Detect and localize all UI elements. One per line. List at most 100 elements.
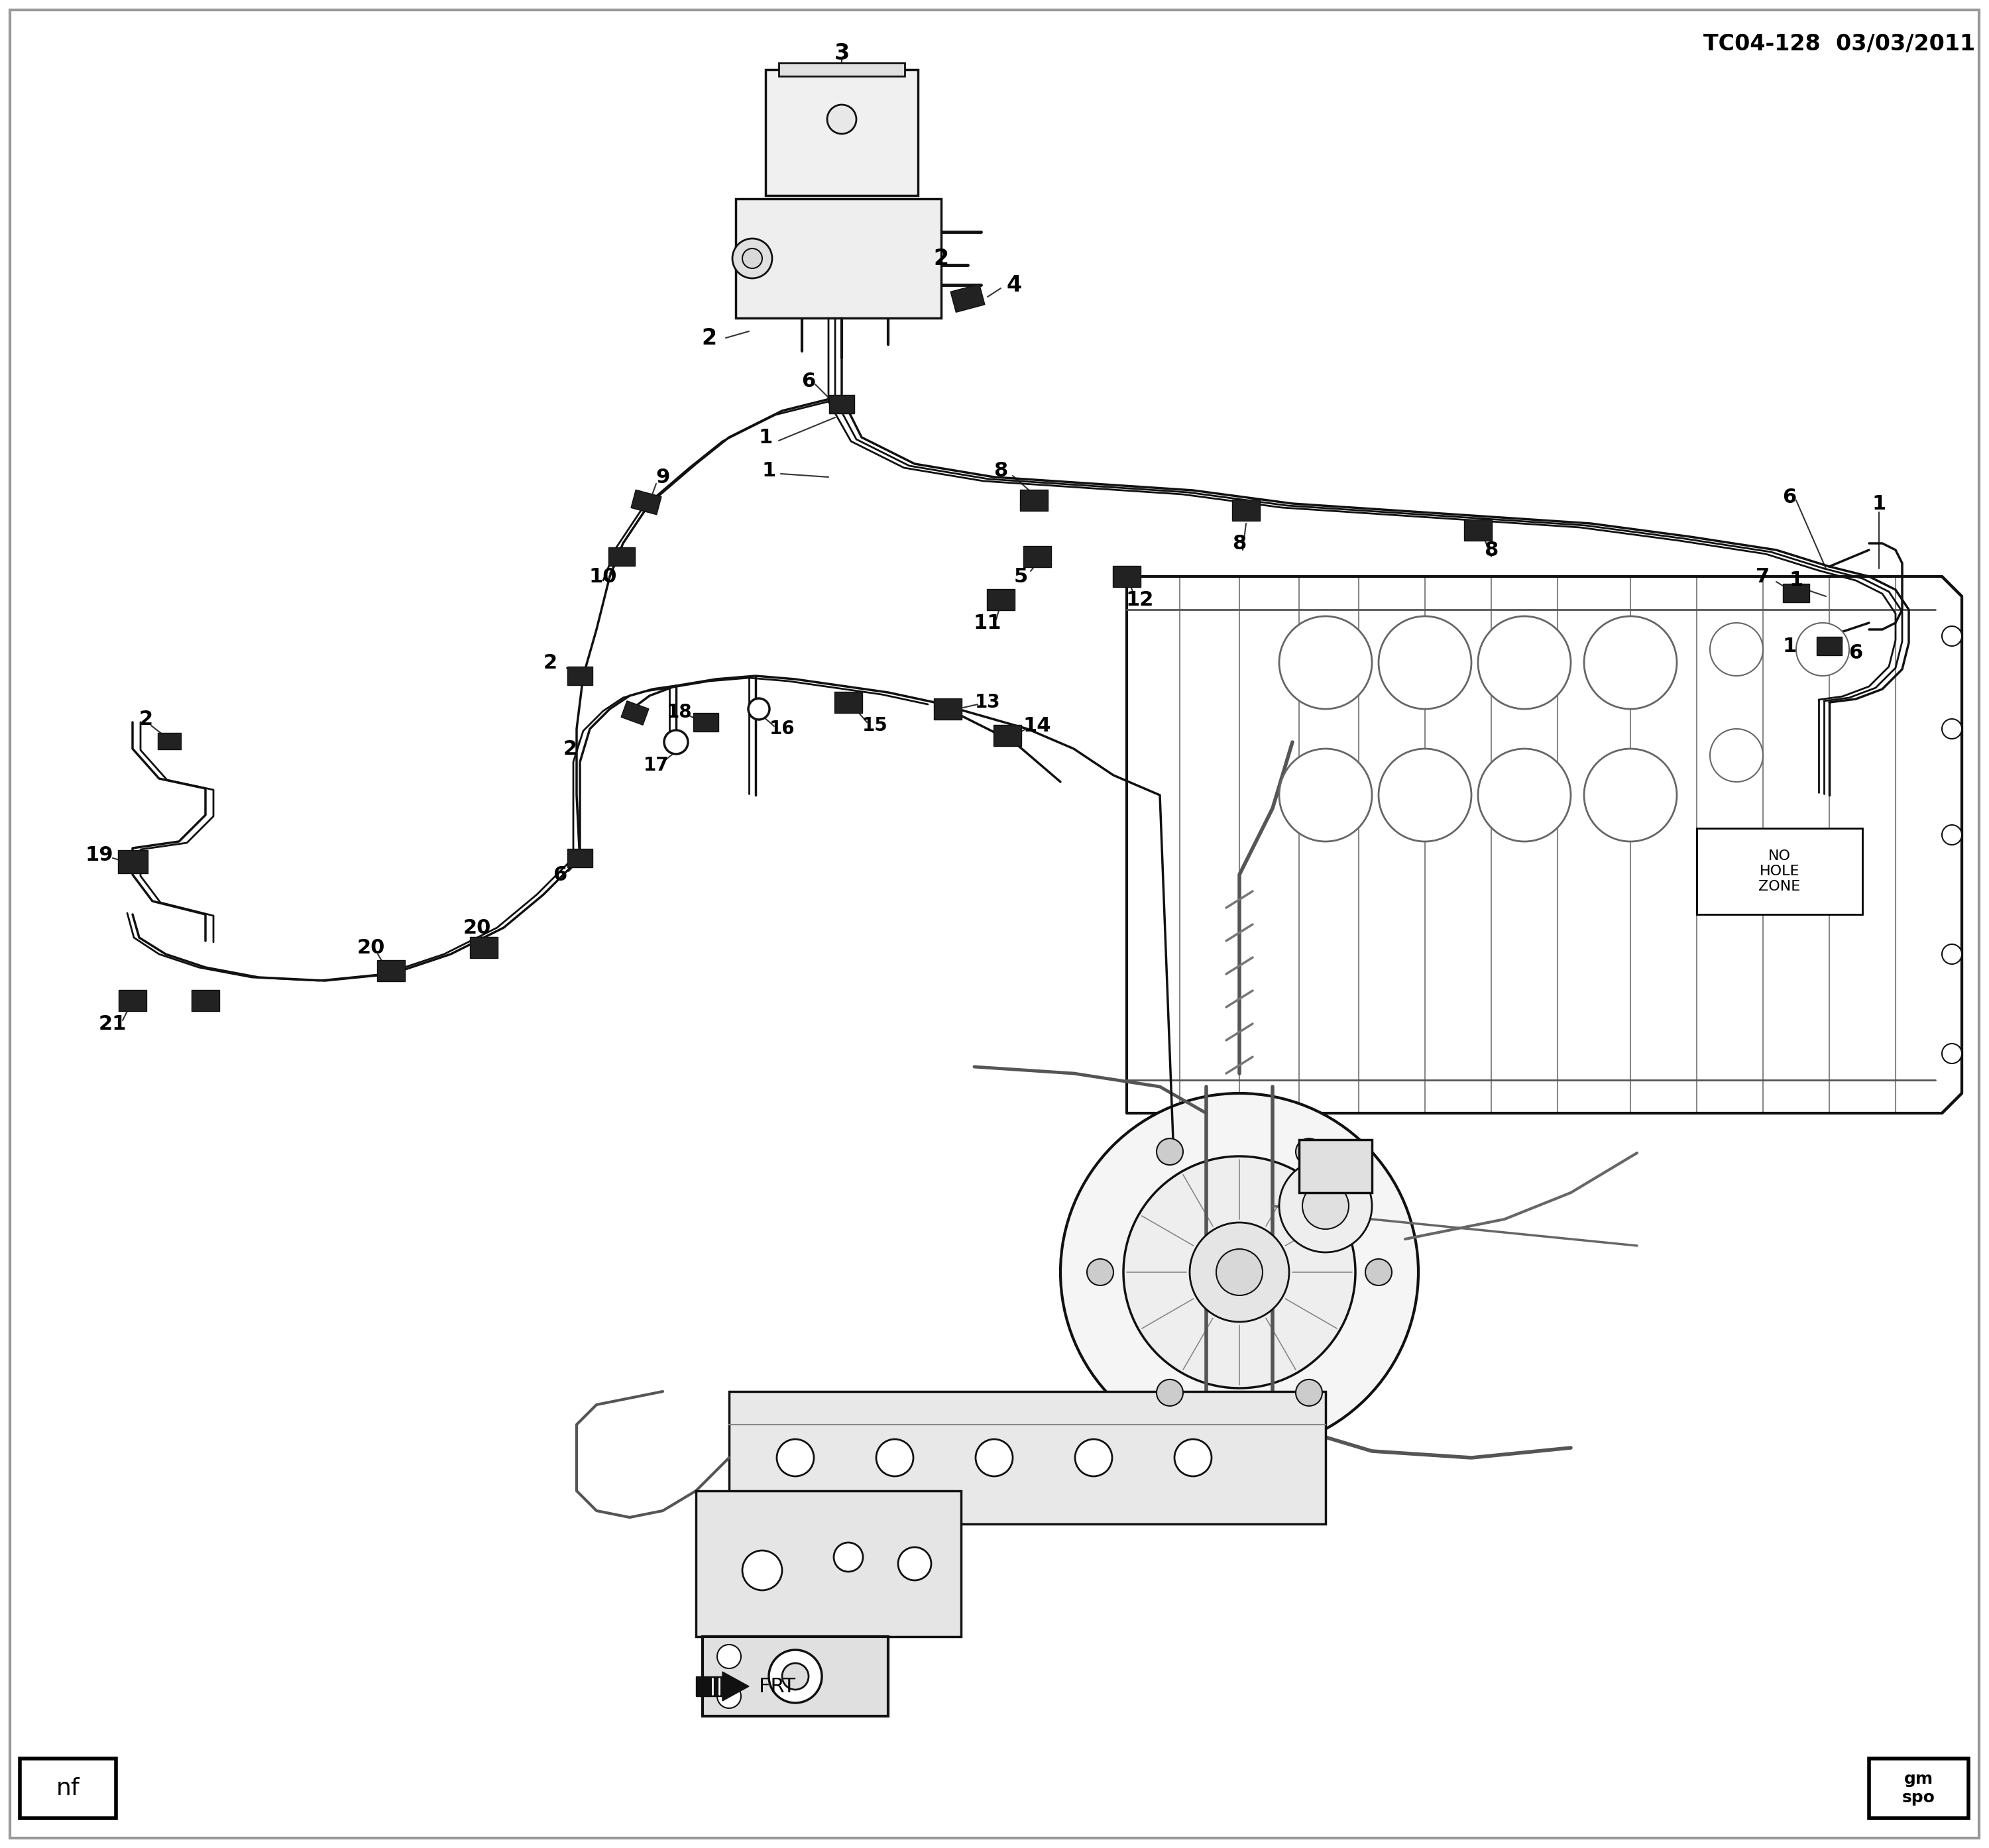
Circle shape	[833, 1543, 863, 1571]
Bar	[567, 667, 593, 686]
Bar	[567, 848, 593, 867]
Circle shape	[1303, 1183, 1349, 1229]
Bar	[766, 70, 919, 196]
Text: 1: 1	[1788, 571, 1804, 590]
Text: 16: 16	[770, 719, 796, 737]
Circle shape	[1711, 728, 1762, 782]
Circle shape	[664, 730, 688, 754]
Circle shape	[1279, 615, 1372, 710]
Circle shape	[718, 1684, 742, 1708]
Circle shape	[1174, 1440, 1211, 1477]
Bar	[119, 991, 147, 1011]
Circle shape	[877, 1440, 913, 1477]
Circle shape	[770, 1650, 821, 1702]
Circle shape	[1060, 1094, 1418, 1451]
Circle shape	[1478, 615, 1571, 710]
Circle shape	[1711, 623, 1762, 676]
Text: 10: 10	[589, 567, 617, 586]
Bar	[631, 490, 662, 514]
Circle shape	[1189, 1223, 1289, 1321]
Bar	[1231, 499, 1259, 521]
Bar	[1870, 1759, 1969, 1818]
Text: 2: 2	[933, 248, 949, 270]
Circle shape	[1478, 748, 1571, 841]
Circle shape	[782, 1663, 810, 1689]
Bar	[191, 991, 219, 1011]
Text: 3: 3	[833, 43, 849, 65]
Text: 6: 6	[553, 865, 567, 883]
Text: 6: 6	[1782, 488, 1796, 506]
Bar	[935, 699, 963, 719]
Text: 19: 19	[86, 845, 113, 865]
Bar	[621, 700, 648, 724]
Text: 2: 2	[563, 739, 577, 758]
Text: 9: 9	[656, 468, 670, 486]
Text: 15: 15	[861, 717, 887, 736]
Text: 8: 8	[1233, 534, 1247, 553]
Circle shape	[1378, 615, 1472, 710]
Bar	[730, 1392, 1325, 1525]
Circle shape	[899, 1547, 931, 1580]
Text: FRT: FRT	[760, 1676, 796, 1696]
Circle shape	[1583, 615, 1677, 710]
Circle shape	[1378, 748, 1472, 841]
Text: 18: 18	[666, 702, 692, 721]
Circle shape	[1583, 748, 1677, 841]
Text: 6: 6	[802, 371, 815, 390]
Text: 2: 2	[139, 710, 153, 728]
Circle shape	[1295, 1138, 1323, 1164]
Circle shape	[778, 1440, 814, 1477]
Text: 5: 5	[1014, 567, 1028, 586]
Bar	[609, 547, 634, 565]
Text: 17: 17	[642, 756, 668, 774]
Text: 14: 14	[1022, 715, 1052, 736]
Circle shape	[742, 1550, 782, 1591]
Text: nf: nf	[56, 1778, 80, 1800]
Text: 4: 4	[1006, 274, 1022, 296]
Circle shape	[742, 248, 762, 268]
Circle shape	[1086, 1258, 1114, 1286]
Circle shape	[827, 105, 857, 133]
Circle shape	[1941, 719, 1961, 739]
Text: 7: 7	[1756, 567, 1770, 586]
Text: gm
spo: gm spo	[1901, 1770, 1935, 1805]
Bar	[1112, 565, 1140, 588]
Circle shape	[1941, 1044, 1961, 1063]
Bar	[1020, 490, 1048, 510]
Circle shape	[1215, 1249, 1263, 1295]
Bar	[1464, 519, 1492, 541]
Bar	[780, 63, 905, 76]
Polygon shape	[722, 1672, 750, 1700]
Circle shape	[1279, 748, 1372, 841]
Circle shape	[1941, 944, 1961, 965]
Circle shape	[1074, 1440, 1112, 1477]
Bar	[1697, 828, 1862, 915]
Text: 8: 8	[994, 460, 1008, 480]
Text: 1: 1	[758, 427, 772, 447]
Circle shape	[1364, 1258, 1392, 1286]
Text: 20: 20	[463, 918, 491, 937]
Circle shape	[748, 699, 770, 719]
Bar	[696, 1676, 722, 1696]
Bar	[157, 732, 181, 748]
Circle shape	[977, 1440, 1012, 1477]
Text: 2: 2	[543, 652, 557, 673]
Circle shape	[1295, 1379, 1323, 1406]
Bar	[829, 395, 855, 414]
Bar	[694, 713, 718, 732]
Circle shape	[1941, 626, 1961, 647]
Circle shape	[1796, 623, 1850, 676]
Bar	[736, 200, 941, 318]
Bar	[378, 961, 406, 981]
Circle shape	[1156, 1379, 1183, 1406]
Circle shape	[718, 1645, 742, 1669]
Bar	[20, 1759, 115, 1818]
Circle shape	[1156, 1138, 1183, 1164]
Circle shape	[1124, 1157, 1355, 1388]
Circle shape	[732, 238, 772, 279]
Text: 12: 12	[1126, 590, 1154, 610]
Bar	[1022, 545, 1050, 567]
Text: 1: 1	[1872, 493, 1886, 514]
Text: 11: 11	[973, 614, 1002, 632]
Text: 6: 6	[1848, 643, 1864, 662]
